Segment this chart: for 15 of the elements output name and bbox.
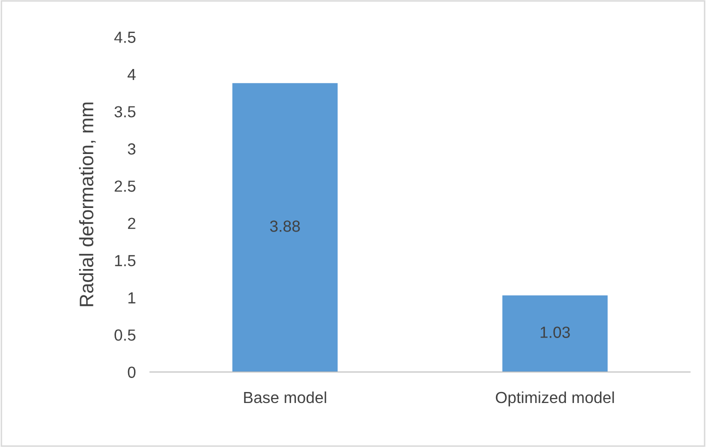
y-tick-label: 1 bbox=[128, 292, 136, 304]
y-tick-label: 4.5 bbox=[114, 32, 136, 43]
x-tick-label: Base model bbox=[244, 391, 326, 404]
y-tick-label: 1.5 bbox=[115, 255, 136, 266]
data-label: 1.03 bbox=[540, 326, 570, 338]
data-label: 3.88 bbox=[270, 220, 300, 232]
y-tick-label: 0 bbox=[128, 366, 136, 378]
y-tick-label: 2 bbox=[128, 218, 136, 229]
y-tick-label: 0.5 bbox=[114, 329, 136, 341]
x-tick-label: Optimized model bbox=[496, 391, 614, 406]
y-axis-title: Radial deformation, mm bbox=[79, 102, 96, 306]
y-tick-label: 3.5 bbox=[114, 106, 136, 118]
y-tick-label: 3 bbox=[128, 143, 136, 155]
y-tick-label: 2.5 bbox=[114, 180, 136, 192]
y-tick-label: 4 bbox=[128, 69, 136, 80]
